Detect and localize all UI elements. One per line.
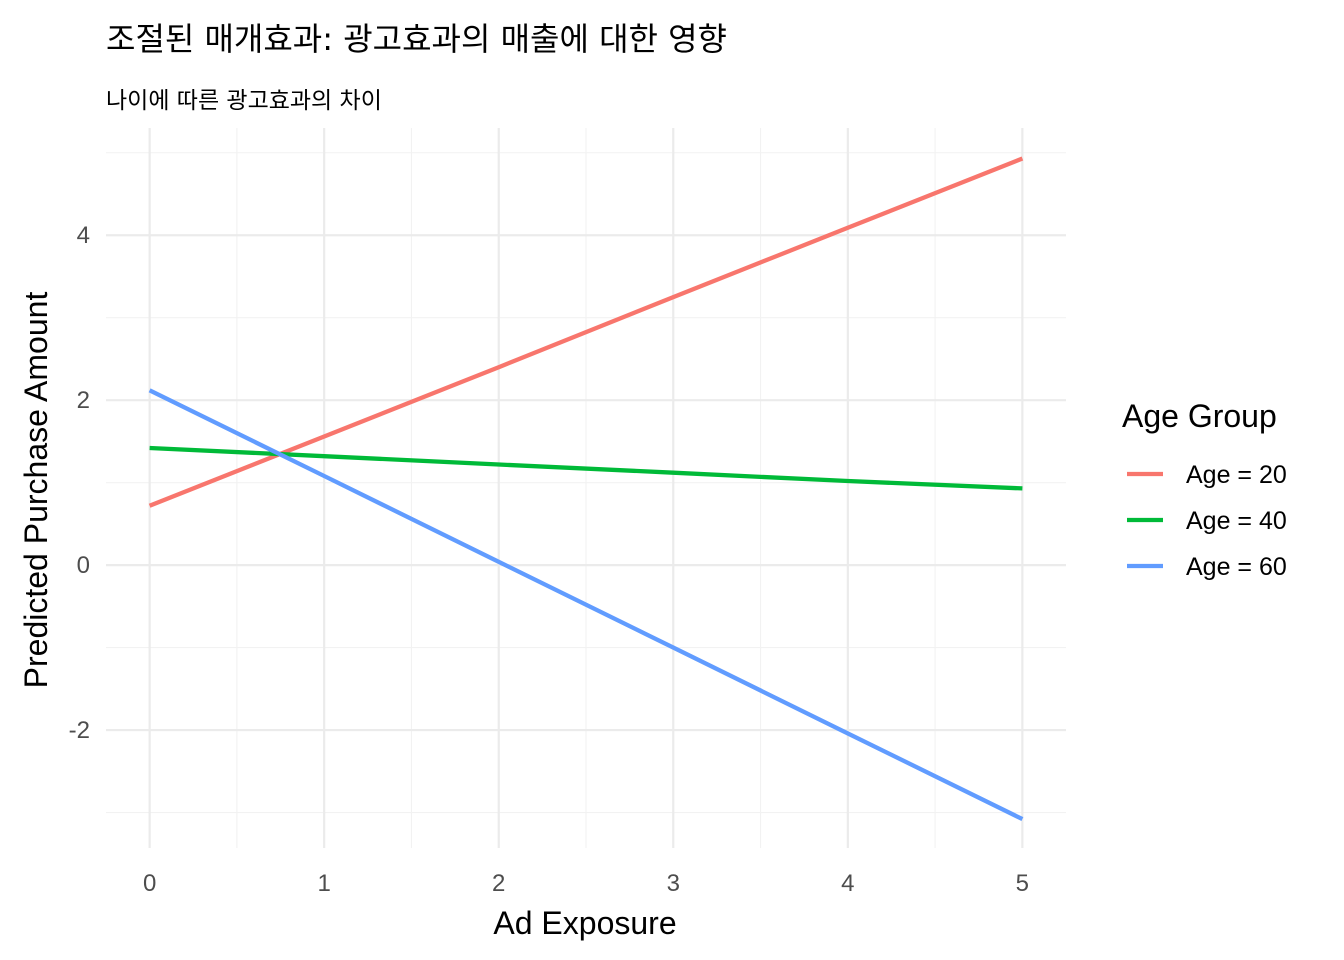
y-tick-label: -2 — [69, 717, 90, 744]
y-axis-ticks: -2 0 2 4 — [69, 222, 90, 744]
x-tick-label: 3 — [667, 870, 680, 897]
plot-area — [106, 128, 1066, 848]
legend: Age Group Age = 20 Age = 40 Age = 60 — [1122, 398, 1287, 581]
series-line-3 — [148, 388, 1024, 822]
series-line-1 — [148, 156, 1024, 508]
x-axis-title: Ad Exposure — [493, 905, 676, 941]
x-tick-label: 1 — [318, 870, 331, 897]
grid-major — [106, 128, 1066, 848]
y-axis-title: Predicted Purchase Amount — [18, 292, 54, 689]
series-line-2 — [149, 445, 1023, 491]
series-lines — [148, 156, 1024, 822]
y-tick-label: 2 — [77, 387, 90, 414]
chart-title: 조절된 매개효과: 광고효과의 매출에 대한 영향 — [106, 20, 727, 58]
y-tick-label: 0 — [77, 552, 90, 579]
grid-minor — [106, 128, 1066, 848]
legend-items: Age = 20 Age = 40 Age = 60 — [1127, 461, 1287, 581]
legend-label-2: Age = 40 — [1186, 507, 1287, 535]
x-tick-label: 4 — [841, 870, 854, 897]
x-axis-ticks: 0 1 2 3 4 5 — [143, 870, 1029, 897]
chart-subtitle: 나이에 따른 광고효과의 차이 — [106, 88, 382, 114]
legend-label-1: Age = 20 — [1186, 461, 1287, 489]
legend-title: Age Group — [1122, 398, 1277, 434]
x-tick-label: 0 — [143, 870, 156, 897]
x-tick-label: 5 — [1016, 870, 1029, 897]
x-tick-label: 2 — [492, 870, 505, 897]
legend-label-3: Age = 60 — [1186, 553, 1287, 581]
y-tick-label: 4 — [77, 222, 90, 249]
